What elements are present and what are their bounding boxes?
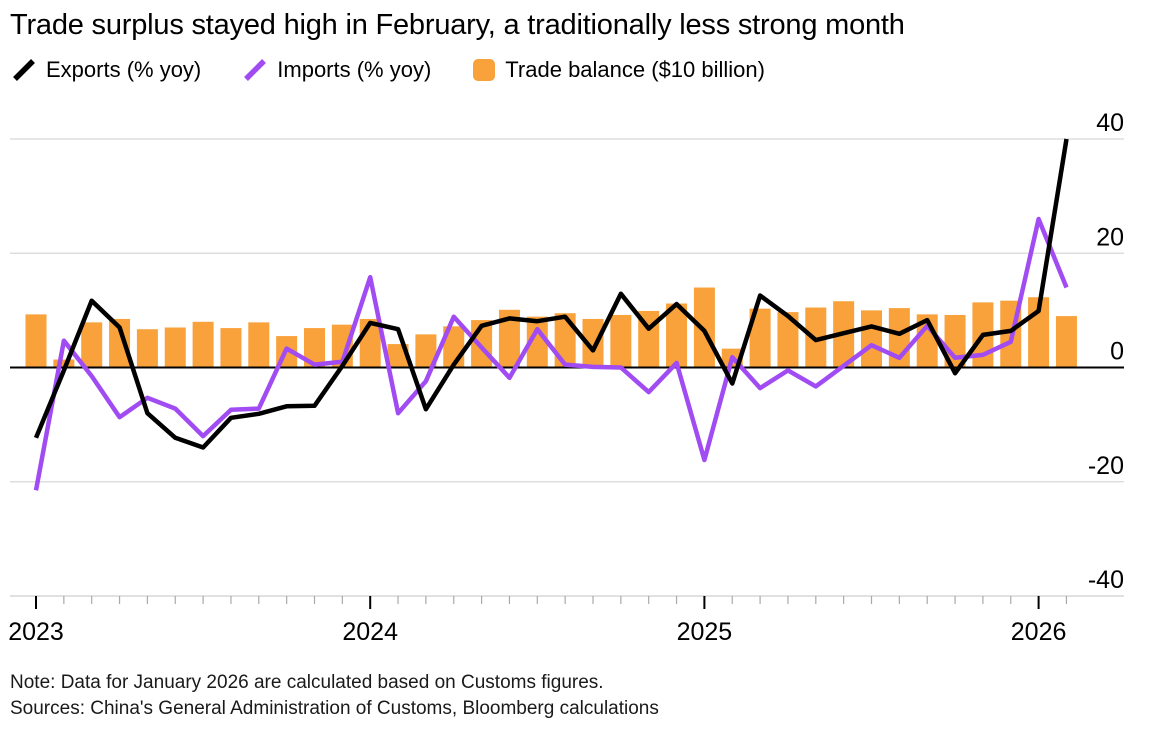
trade-balance-bar bbox=[1055, 316, 1077, 368]
y-axis-tick-label: -20 bbox=[1088, 452, 1124, 480]
trade-balance-bar bbox=[53, 359, 75, 368]
legend-item-trade-balance: Trade balance ($10 billion) bbox=[473, 57, 765, 83]
trade-balance-bar bbox=[861, 310, 882, 368]
legend: Exports (% yoy) Imports (% yoy) Trade ba… bbox=[12, 57, 765, 83]
legend-item-imports: Imports (% yoy) bbox=[243, 57, 431, 83]
footer: Note: Data for January 2026 are calculat… bbox=[10, 670, 1150, 722]
y-axis-tick-label: -40 bbox=[1088, 566, 1124, 594]
trade-balance-bar bbox=[136, 329, 158, 368]
trade-balance-bar bbox=[582, 318, 604, 368]
trade-balance-bar bbox=[192, 321, 214, 368]
trade-balance-bar bbox=[81, 322, 103, 368]
imports-line bbox=[33, 216, 1069, 491]
trade-balance-bar bbox=[693, 287, 715, 368]
trade-balance-bar bbox=[777, 312, 799, 368]
x-axis-year-label: 2024 bbox=[342, 618, 398, 646]
legend-label-trade-balance: Trade balance ($10 billion) bbox=[505, 57, 765, 82]
trade-balance-bar bbox=[304, 328, 325, 368]
trade-balance-swatch-icon bbox=[473, 59, 496, 81]
trade-balance-bar bbox=[498, 309, 520, 368]
y-axis-tick-label: 0 bbox=[1110, 338, 1124, 366]
legend-label-imports: Imports (% yoy) bbox=[277, 57, 432, 82]
trade-balance-bar bbox=[220, 328, 242, 368]
x-axis-year-label: 2026 bbox=[1011, 618, 1067, 646]
exports-line-swatch-icon bbox=[13, 59, 35, 81]
chart-title: Trade surplus stayed high in February, a… bbox=[10, 9, 905, 41]
footer-sources: Sources: China's General Administration … bbox=[10, 698, 659, 719]
trade-balance-bar bbox=[666, 303, 688, 368]
trade-balance-bar bbox=[554, 313, 576, 368]
trade-balance-bar bbox=[248, 322, 270, 368]
trade-balance-bar bbox=[25, 314, 47, 368]
trade-balance-bar bbox=[526, 316, 548, 368]
exports-line bbox=[33, 138, 1069, 450]
y-axis-tick-label: 20 bbox=[1096, 223, 1124, 251]
legend-label-exports: Exports (% yoy) bbox=[46, 57, 202, 82]
x-axis-year-label: 2023 bbox=[8, 618, 64, 646]
trade-balance-bar bbox=[610, 314, 632, 368]
imports-line-swatch-icon bbox=[244, 59, 267, 81]
footer-note: Note: Data for January 2026 are calculat… bbox=[10, 672, 604, 693]
y-axis-tick-label: 40 bbox=[1096, 109, 1124, 137]
trade-balance-bar bbox=[109, 318, 131, 368]
trade-balance-bar bbox=[415, 334, 437, 368]
x-axis-year-label: 2025 bbox=[677, 618, 733, 646]
trade-balance-bar bbox=[749, 308, 771, 368]
legend-item-exports: Exports (% yoy) bbox=[12, 57, 201, 83]
trade-balance-bar bbox=[164, 327, 186, 368]
